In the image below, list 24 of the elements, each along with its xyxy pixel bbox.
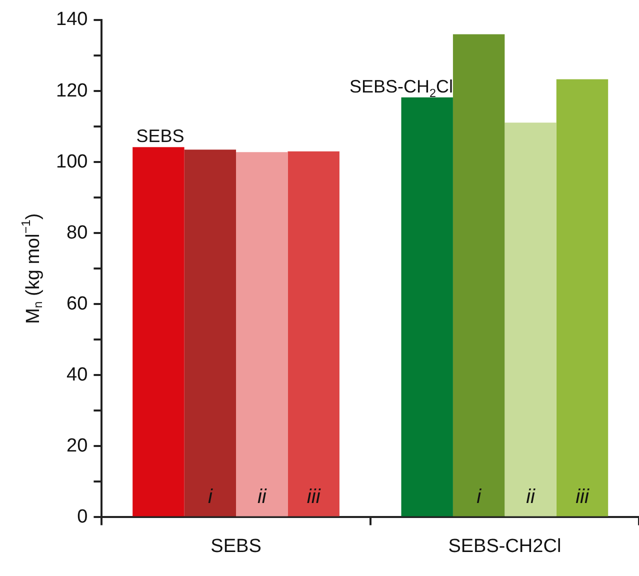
bar: [401, 97, 453, 516]
y-tick-label: 60: [66, 293, 88, 314]
y-tick-label: 40: [66, 364, 88, 386]
bar: [184, 150, 236, 516]
bar: [556, 79, 608, 516]
y-tick-label: 140: [56, 9, 88, 30]
series-label: iii: [306, 486, 321, 508]
y-axis-title: Mn (kg mol−1): [18, 213, 46, 324]
bar: [504, 122, 556, 516]
y-tick-label: 0: [77, 506, 88, 528]
text: ii: [526, 486, 535, 508]
text: i: [476, 486, 482, 508]
y-tick-label: 80: [66, 222, 88, 244]
bar: [236, 152, 288, 516]
bar: [452, 34, 505, 516]
series-label: ii: [257, 486, 267, 508]
y-tick-label: 20: [66, 435, 88, 456]
y-tick-label: 120: [56, 80, 88, 102]
bar: [288, 151, 340, 516]
annotation: SEBS: [136, 126, 184, 146]
y-tick-label: 100: [56, 151, 88, 172]
text: iii: [576, 486, 589, 508]
series-label: i: [208, 486, 213, 508]
bar: [132, 147, 184, 516]
